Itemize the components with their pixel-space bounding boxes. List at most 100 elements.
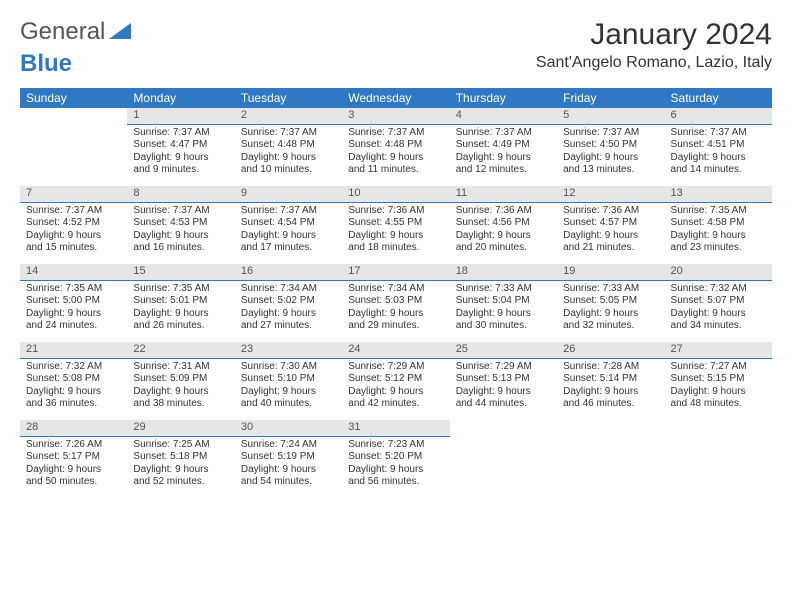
day-details: Sunrise: 7:37 AMSunset: 4:51 PMDaylight:… [665, 125, 772, 181]
brand-triangle-icon [109, 18, 131, 46]
day-number: 26 [557, 342, 664, 359]
day-number: 3 [342, 108, 449, 125]
day-number: 21 [20, 342, 127, 359]
calendar-day-cell [557, 420, 664, 498]
day-number: 14 [20, 264, 127, 281]
day-details: Sunrise: 7:25 AMSunset: 5:18 PMDaylight:… [127, 437, 234, 493]
day-details: Sunrise: 7:37 AMSunset: 4:53 PMDaylight:… [127, 203, 234, 259]
calendar-day-cell: 29Sunrise: 7:25 AMSunset: 5:18 PMDayligh… [127, 420, 234, 498]
day-details: Sunrise: 7:37 AMSunset: 4:52 PMDaylight:… [20, 203, 127, 259]
day-number: 5 [557, 108, 664, 125]
weekday-header: Saturday [665, 88, 772, 108]
calendar-day-cell: 24Sunrise: 7:29 AMSunset: 5:12 PMDayligh… [342, 342, 449, 420]
weekday-header: Friday [557, 88, 664, 108]
day-number: 31 [342, 420, 449, 437]
calendar-day-cell: 8Sunrise: 7:37 AMSunset: 4:53 PMDaylight… [127, 186, 234, 264]
calendar-day-cell: 19Sunrise: 7:33 AMSunset: 5:05 PMDayligh… [557, 264, 664, 342]
calendar-week-row: 14Sunrise: 7:35 AMSunset: 5:00 PMDayligh… [20, 264, 772, 342]
calendar-day-cell: 9Sunrise: 7:37 AMSunset: 4:54 PMDaylight… [235, 186, 342, 264]
day-details: Sunrise: 7:30 AMSunset: 5:10 PMDaylight:… [235, 359, 342, 415]
weekday-header: Wednesday [342, 88, 449, 108]
day-number: 22 [127, 342, 234, 359]
day-number: 27 [665, 342, 772, 359]
day-number: 2 [235, 108, 342, 125]
calendar-day-cell: 14Sunrise: 7:35 AMSunset: 5:00 PMDayligh… [20, 264, 127, 342]
day-number: 30 [235, 420, 342, 437]
day-details: Sunrise: 7:37 AMSunset: 4:48 PMDaylight:… [235, 125, 342, 181]
calendar-day-cell: 10Sunrise: 7:36 AMSunset: 4:55 PMDayligh… [342, 186, 449, 264]
brand-logo: General [20, 18, 131, 46]
calendar-day-cell: 21Sunrise: 7:32 AMSunset: 5:08 PMDayligh… [20, 342, 127, 420]
day-details: Sunrise: 7:37 AMSunset: 4:49 PMDaylight:… [450, 125, 557, 181]
calendar-day-cell [20, 108, 127, 186]
calendar-day-cell: 15Sunrise: 7:35 AMSunset: 5:01 PMDayligh… [127, 264, 234, 342]
day-number: 12 [557, 186, 664, 203]
brand-part1: General [20, 18, 105, 46]
calendar-week-row: 21Sunrise: 7:32 AMSunset: 5:08 PMDayligh… [20, 342, 772, 420]
calendar-day-cell: 17Sunrise: 7:34 AMSunset: 5:03 PMDayligh… [342, 264, 449, 342]
day-number: 6 [665, 108, 772, 125]
calendar-day-cell: 7Sunrise: 7:37 AMSunset: 4:52 PMDaylight… [20, 186, 127, 264]
weekday-header: Sunday [20, 88, 127, 108]
day-details: Sunrise: 7:27 AMSunset: 5:15 PMDaylight:… [665, 359, 772, 415]
brand-part2: Blue [20, 50, 72, 77]
day-details: Sunrise: 7:28 AMSunset: 5:14 PMDaylight:… [557, 359, 664, 415]
calendar-day-cell: 4Sunrise: 7:37 AMSunset: 4:49 PMDaylight… [450, 108, 557, 186]
day-number: 16 [235, 264, 342, 281]
calendar-day-cell: 26Sunrise: 7:28 AMSunset: 5:14 PMDayligh… [557, 342, 664, 420]
calendar-day-cell: 25Sunrise: 7:29 AMSunset: 5:13 PMDayligh… [450, 342, 557, 420]
calendar-day-cell: 1Sunrise: 7:37 AMSunset: 4:47 PMDaylight… [127, 108, 234, 186]
weekday-header: Thursday [450, 88, 557, 108]
calendar-day-cell: 5Sunrise: 7:37 AMSunset: 4:50 PMDaylight… [557, 108, 664, 186]
weekday-header: Monday [127, 88, 234, 108]
day-number: 19 [557, 264, 664, 281]
calendar-day-cell: 11Sunrise: 7:36 AMSunset: 4:56 PMDayligh… [450, 186, 557, 264]
calendar-day-cell: 23Sunrise: 7:30 AMSunset: 5:10 PMDayligh… [235, 342, 342, 420]
day-details: Sunrise: 7:29 AMSunset: 5:12 PMDaylight:… [342, 359, 449, 415]
day-number: 1 [127, 108, 234, 125]
day-number: 10 [342, 186, 449, 203]
day-details: Sunrise: 7:23 AMSunset: 5:20 PMDaylight:… [342, 437, 449, 493]
calendar-day-cell: 22Sunrise: 7:31 AMSunset: 5:09 PMDayligh… [127, 342, 234, 420]
day-details: Sunrise: 7:32 AMSunset: 5:07 PMDaylight:… [665, 281, 772, 337]
day-details: Sunrise: 7:33 AMSunset: 5:04 PMDaylight:… [450, 281, 557, 337]
day-number: 8 [127, 186, 234, 203]
weekday-header: Tuesday [235, 88, 342, 108]
day-details: Sunrise: 7:35 AMSunset: 4:58 PMDaylight:… [665, 203, 772, 259]
day-number: 4 [450, 108, 557, 125]
day-number: 20 [665, 264, 772, 281]
day-details: Sunrise: 7:37 AMSunset: 4:47 PMDaylight:… [127, 125, 234, 181]
day-details: Sunrise: 7:33 AMSunset: 5:05 PMDaylight:… [557, 281, 664, 337]
calendar-table: SundayMondayTuesdayWednesdayThursdayFrid… [20, 88, 772, 498]
day-details: Sunrise: 7:29 AMSunset: 5:13 PMDaylight:… [450, 359, 557, 415]
calendar-day-cell: 16Sunrise: 7:34 AMSunset: 5:02 PMDayligh… [235, 264, 342, 342]
calendar-day-cell: 12Sunrise: 7:36 AMSunset: 4:57 PMDayligh… [557, 186, 664, 264]
day-number: 11 [450, 186, 557, 203]
location-subtitle: Sant'Angelo Romano, Lazio, Italy [536, 54, 772, 72]
day-number: 17 [342, 264, 449, 281]
day-number: 23 [235, 342, 342, 359]
calendar-week-row: 28Sunrise: 7:26 AMSunset: 5:17 PMDayligh… [20, 420, 772, 498]
day-details: Sunrise: 7:35 AMSunset: 5:01 PMDaylight:… [127, 281, 234, 337]
day-details: Sunrise: 7:37 AMSunset: 4:50 PMDaylight:… [557, 125, 664, 181]
calendar-day-cell: 13Sunrise: 7:35 AMSunset: 4:58 PMDayligh… [665, 186, 772, 264]
day-details: Sunrise: 7:34 AMSunset: 5:03 PMDaylight:… [342, 281, 449, 337]
calendar-day-cell: 18Sunrise: 7:33 AMSunset: 5:04 PMDayligh… [450, 264, 557, 342]
calendar-day-cell: 2Sunrise: 7:37 AMSunset: 4:48 PMDaylight… [235, 108, 342, 186]
day-details: Sunrise: 7:35 AMSunset: 5:00 PMDaylight:… [20, 281, 127, 337]
calendar-day-cell: 3Sunrise: 7:37 AMSunset: 4:48 PMDaylight… [342, 108, 449, 186]
calendar-day-cell: 6Sunrise: 7:37 AMSunset: 4:51 PMDaylight… [665, 108, 772, 186]
day-number: 24 [342, 342, 449, 359]
day-details: Sunrise: 7:34 AMSunset: 5:02 PMDaylight:… [235, 281, 342, 337]
calendar-day-cell: 27Sunrise: 7:27 AMSunset: 5:15 PMDayligh… [665, 342, 772, 420]
month-title: January 2024 [536, 18, 772, 52]
day-details: Sunrise: 7:36 AMSunset: 4:56 PMDaylight:… [450, 203, 557, 259]
calendar-day-cell [450, 420, 557, 498]
day-number: 25 [450, 342, 557, 359]
calendar-day-cell: 31Sunrise: 7:23 AMSunset: 5:20 PMDayligh… [342, 420, 449, 498]
day-number: 29 [127, 420, 234, 437]
day-number: 9 [235, 186, 342, 203]
day-number: 28 [20, 420, 127, 437]
day-number: 7 [20, 186, 127, 203]
calendar-week-row: 1Sunrise: 7:37 AMSunset: 4:47 PMDaylight… [20, 108, 772, 186]
